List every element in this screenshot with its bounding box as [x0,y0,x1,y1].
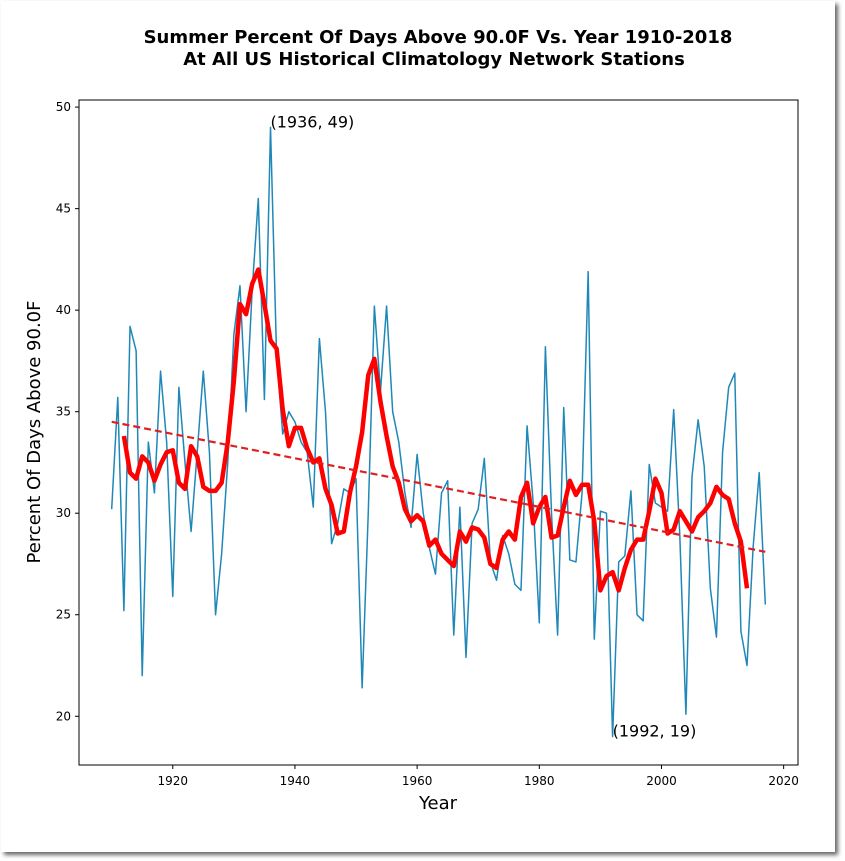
y-tick-label: 45 [56,202,71,216]
y-tick-label: 35 [56,405,71,419]
x-tick-label: 1980 [524,774,555,788]
annotation: (1936, 49) [271,112,355,131]
plot-frame [78,99,799,766]
y-tick-label: 25 [56,608,71,622]
figure-frame [1,1,835,852]
trend-line [111,420,766,553]
data-line [110,126,767,738]
x-tick-label: 2000 [646,774,677,788]
chart-title: Summer Percent Of Days Above 90.0F Vs. Y… [144,27,733,48]
x-axis-label: Year [418,793,458,814]
y-tick-label: 50 [56,100,71,114]
chart-title: At All US Historical Climatology Network… [183,49,685,70]
y-tick-label: 30 [56,506,71,520]
y-axis-label: Percent Of Days Above 90.0F [24,301,45,564]
data-line [121,267,750,593]
x-tick-label: 1920 [157,774,188,788]
y-tick-label: 40 [56,303,71,317]
x-tick-label: 1940 [280,774,311,788]
y-tick-label: 20 [56,709,71,723]
x-tick-label: 1960 [402,774,433,788]
x-tick-label: 2020 [768,774,799,788]
annotation: (1992, 19) [613,722,697,741]
